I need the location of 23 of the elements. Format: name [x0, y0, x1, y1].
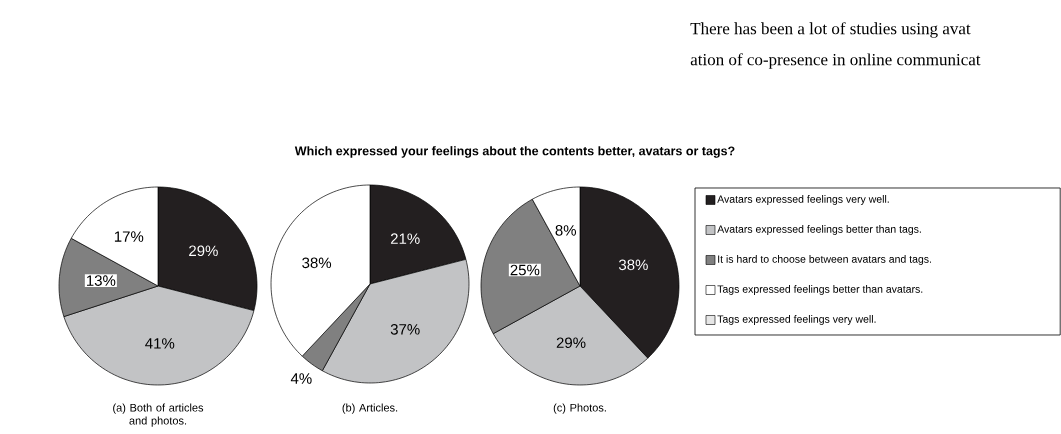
- data-label: 38%: [618, 259, 648, 271]
- text: (c) Photos.: [553, 403, 606, 414]
- text: (b) Articles.: [342, 403, 398, 414]
- text: ation of co-presence in online communicat: [690, 53, 981, 69]
- data-label: 41%: [145, 338, 175, 349]
- legend-label: Tags expressed feelings better than avatars.: [717, 285, 923, 295]
- legend-label: Avatars expressed feelings better than tags.: [717, 225, 921, 235]
- data-label: 4%: [290, 373, 312, 384]
- text: There has been a lot of studies using avat: [690, 22, 971, 38]
- data-label: 17%: [114, 231, 144, 242]
- data-label: 38%: [302, 257, 332, 269]
- text: Which expressed your feelings about the contents better, avatars or tags?: [294, 146, 735, 158]
- legend-label: Avatars expressed feelings very well.: [717, 195, 889, 205]
- data-label: 37%: [390, 324, 420, 335]
- data-label: 29%: [556, 337, 586, 349]
- data-label: 25%: [510, 264, 540, 276]
- text: (a) Both of articles and photos.: [113, 403, 204, 427]
- legend-label: It is hard to choose between avatars and tags.: [718, 255, 931, 265]
- data-label: 21%: [390, 233, 420, 244]
- data-label: 8%: [555, 225, 577, 236]
- data-label: 13%: [86, 275, 116, 286]
- data-label: 29%: [189, 245, 218, 257]
- legend-label: Tags expressed feelings very well.: [717, 315, 876, 325]
